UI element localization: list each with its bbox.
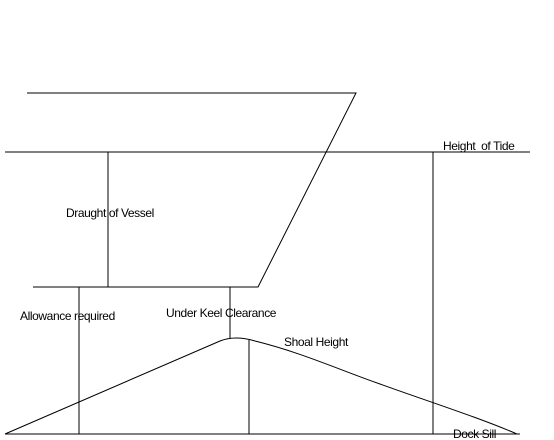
vessel-outline (27, 92, 357, 288)
shoal-label: Shoal Height (284, 335, 349, 349)
shoal-curve (4, 337, 518, 435)
dock-sill-label: Dock Sill (453, 427, 496, 440)
allowance-label: Allowance required (20, 309, 115, 323)
height-of-tide-label: Height of Tide (443, 139, 515, 153)
under-keel-label: Under Keel Clearance (166, 306, 277, 320)
draught-label: Draught of Vessel (66, 206, 154, 220)
